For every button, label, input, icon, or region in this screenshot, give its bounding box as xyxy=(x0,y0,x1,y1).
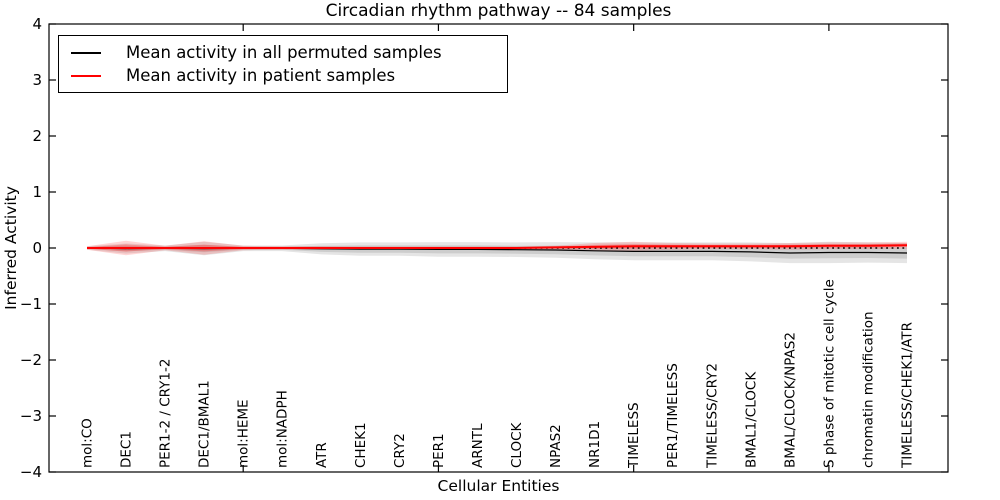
y-tick-label: 4 xyxy=(32,15,42,33)
y-tick-label: 0 xyxy=(32,239,42,257)
entity-label: DEC1 xyxy=(119,431,135,468)
legend-label-permuted: Mean activity in all permuted samples xyxy=(126,43,442,62)
legend-label-patient: Mean activity in patient samples xyxy=(126,66,396,85)
entity-label: NPAS2 xyxy=(548,424,564,468)
entity-label: mol:CO xyxy=(80,418,96,468)
entity-label: TIMELESS/CHEK1/ATR xyxy=(900,322,916,469)
entity-label: BMAL1/CLOCK xyxy=(743,371,759,468)
entity-label: PER1 xyxy=(431,433,447,468)
entity-label: mol:HEME xyxy=(236,399,252,468)
y-tick-label: 3 xyxy=(32,71,42,89)
entity-label: CHEK1 xyxy=(353,422,369,468)
legend: Mean activity in all permuted samples Me… xyxy=(58,35,508,93)
entity-label: CLOCK xyxy=(509,421,525,468)
y-tick-label: −1 xyxy=(20,295,42,313)
entity-label: NR1D1 xyxy=(587,421,603,468)
y-tick-label: −3 xyxy=(20,407,42,425)
entity-label: CRY2 xyxy=(392,433,408,468)
legend-item-permuted: Mean activity in all permuted samples xyxy=(59,43,507,62)
chart-title: Circadian rhythm pathway -- 84 samples xyxy=(325,1,672,21)
legend-line-patient-icon xyxy=(71,74,101,77)
entity-label: PER1/TIMELESS xyxy=(665,363,681,468)
entity-label: mol:NADPH xyxy=(275,390,291,468)
entity-label: DEC1/BMAL1 xyxy=(197,380,213,468)
legend-item-patient: Mean activity in patient samples xyxy=(59,66,507,85)
y-tick-label: −2 xyxy=(20,351,42,369)
entity-label: PER1-2 / CRY1-2 xyxy=(158,359,174,468)
entity-label: TIMELESS/CRY2 xyxy=(704,363,720,469)
entity-label: ARNTL xyxy=(470,423,486,468)
x-axis-label: Cellular Entities xyxy=(437,477,560,495)
legend-line-permuted-icon xyxy=(71,51,101,54)
entity-label: S phase of mitotic cell cycle xyxy=(821,279,837,468)
entity-label: ATR xyxy=(314,442,330,468)
entity-label: BMAL/CLOCK/NPAS2 xyxy=(782,332,798,468)
y-tick-label: −4 xyxy=(20,463,42,481)
y-tick-label: 1 xyxy=(32,183,42,201)
patient-mean-line xyxy=(87,244,908,249)
entity-label: TIMELESS xyxy=(626,402,642,469)
entity-label: chromatin modification xyxy=(861,311,877,468)
y-tick-label: 2 xyxy=(32,127,42,145)
y-axis-label: Inferred Activity xyxy=(2,186,20,310)
